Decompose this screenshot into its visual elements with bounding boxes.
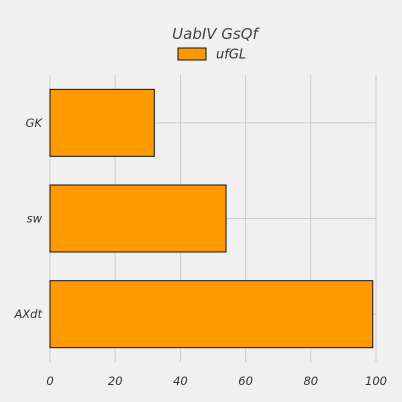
legend-label-ufgl: ufGL [216, 48, 246, 63]
chart-title: UabIV GsQf [172, 25, 260, 43]
x-tick-label: 60 [238, 374, 253, 388]
y-tick-label: AXdt [13, 307, 42, 321]
bars [49, 88, 374, 349]
x-tick-label: 20 [108, 374, 123, 388]
legend: ufGL [177, 47, 246, 63]
y-tick-labels: GK sw AXdt [13, 116, 43, 321]
x-tick-label: 100 [365, 374, 387, 388]
bar-gk [49, 88, 155, 157]
y-tick-label: sw [27, 212, 43, 226]
y-tick-label: GK [26, 116, 44, 130]
legend-swatch-ufgl [177, 47, 207, 61]
x-tick-label: 40 [173, 374, 188, 388]
x-tick-labels: 0 20 40 60 80 100 [46, 374, 387, 388]
bar-axdt [49, 280, 374, 349]
bar-sw [49, 184, 227, 253]
x-tick-label: 80 [303, 374, 318, 388]
x-tick-label: 0 [46, 374, 53, 388]
